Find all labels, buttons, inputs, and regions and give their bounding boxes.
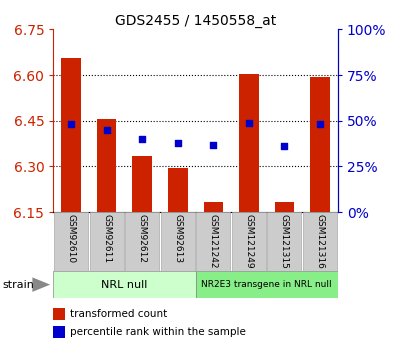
Text: GSM92610: GSM92610 xyxy=(67,214,75,263)
Bar xyxy=(54,212,88,271)
Text: GSM92612: GSM92612 xyxy=(138,214,147,263)
Point xyxy=(175,140,181,146)
Text: GSM121315: GSM121315 xyxy=(280,214,289,269)
Text: GSM121316: GSM121316 xyxy=(316,214,324,269)
Bar xyxy=(132,156,152,212)
Point xyxy=(317,122,323,127)
Point xyxy=(103,127,110,132)
Bar xyxy=(196,212,230,271)
Text: strain: strain xyxy=(2,280,34,289)
Point xyxy=(246,120,252,125)
Bar xyxy=(232,212,266,271)
Bar xyxy=(53,308,65,320)
Text: GSM121242: GSM121242 xyxy=(209,214,218,268)
Bar xyxy=(53,271,196,298)
Bar xyxy=(97,119,117,212)
Bar xyxy=(239,73,259,212)
Bar xyxy=(90,212,124,271)
Text: NRL null: NRL null xyxy=(101,280,148,289)
Bar xyxy=(310,77,330,212)
Bar xyxy=(53,326,65,338)
Title: GDS2455 / 1450558_at: GDS2455 / 1450558_at xyxy=(115,14,276,28)
Text: NR2E3 transgene in NRL null: NR2E3 transgene in NRL null xyxy=(201,280,332,289)
Bar xyxy=(161,212,195,271)
Point xyxy=(139,136,145,142)
Text: GSM121249: GSM121249 xyxy=(245,214,253,268)
Bar xyxy=(267,212,301,271)
Text: transformed count: transformed count xyxy=(70,309,167,319)
Point xyxy=(210,142,216,147)
Polygon shape xyxy=(32,277,50,292)
Bar xyxy=(196,271,338,298)
Text: GSM92611: GSM92611 xyxy=(102,214,111,263)
Bar xyxy=(125,212,159,271)
Bar xyxy=(303,212,337,271)
Bar xyxy=(203,201,223,212)
Bar xyxy=(275,201,294,212)
Bar xyxy=(61,58,81,212)
Point xyxy=(68,122,74,127)
Text: GSM92613: GSM92613 xyxy=(173,214,182,263)
Text: percentile rank within the sample: percentile rank within the sample xyxy=(70,327,246,337)
Bar xyxy=(168,168,188,212)
Point xyxy=(281,144,288,149)
